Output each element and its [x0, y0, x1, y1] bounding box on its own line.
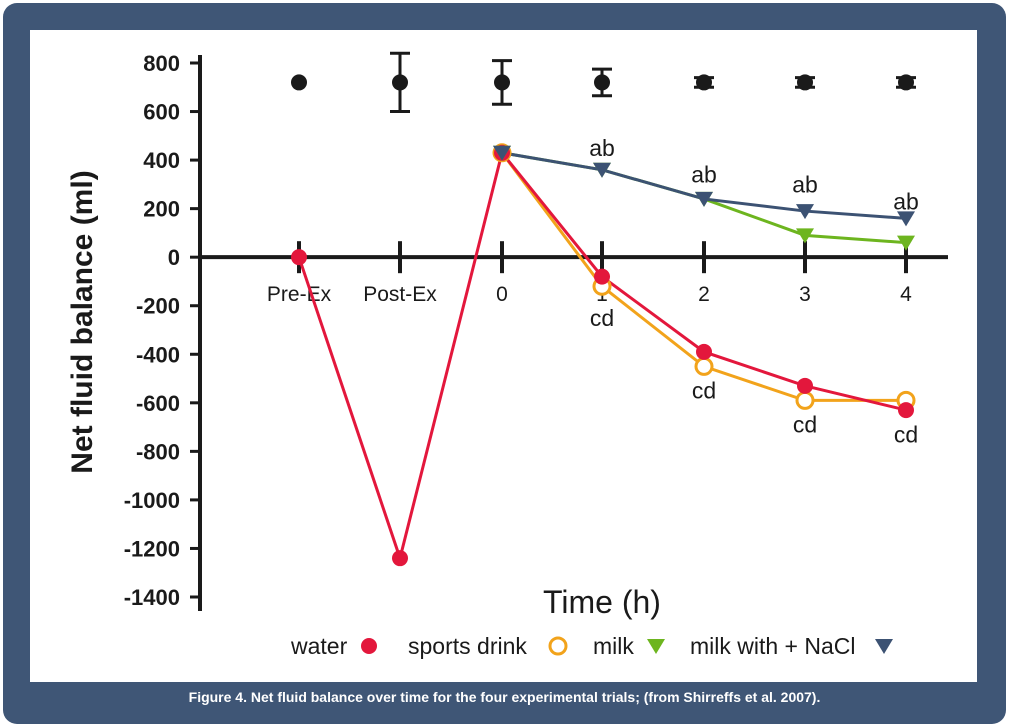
y-tick-label: 200: [143, 197, 180, 222]
reference-point: [494, 74, 510, 91]
data-point-milk: [796, 228, 814, 244]
annotation-label: ab: [893, 188, 919, 214]
data-point-milk-with-nacl: [695, 191, 713, 207]
data-point-water: [898, 402, 914, 419]
y-tick-label: -800: [136, 439, 180, 464]
x-tick-label: 0: [496, 283, 508, 306]
data-point-milk-with-nacl: [897, 211, 915, 227]
annotation-label: ab: [691, 162, 717, 188]
annotation-label: ab: [589, 135, 615, 161]
x-tick-label: Pre-Ex: [267, 283, 332, 306]
y-tick-label: -200: [136, 294, 180, 319]
y-axis-title: Net fluid balance (ml): [66, 170, 99, 473]
reference-point: [594, 74, 610, 91]
x-tick-label: Post-Ex: [363, 283, 437, 306]
y-tick-label: 0: [168, 245, 180, 270]
y-tick-label: 600: [143, 100, 180, 125]
reference-point: [696, 74, 712, 91]
legend-label: milk with + NaCl: [690, 633, 856, 659]
annotation-label: cd: [590, 305, 614, 331]
data-point-water: [392, 550, 408, 567]
x-tick-label: 3: [799, 283, 811, 306]
annotation-label: ab: [792, 171, 818, 197]
y-tick-label: -1000: [124, 488, 180, 513]
reference-point: [797, 74, 813, 91]
legend-marker: [361, 638, 377, 654]
y-tick-label: -600: [136, 391, 180, 416]
legend-marker: [647, 639, 665, 654]
reference-point: [898, 74, 914, 91]
legend-marker: [875, 639, 893, 654]
x-tick-label: 4: [900, 283, 912, 306]
annotation-label: cd: [692, 378, 716, 404]
y-tick-label: -1200: [124, 536, 180, 561]
legend-label: milk: [593, 633, 634, 659]
x-tick-label: 2: [698, 283, 710, 306]
y-tick-label: 400: [143, 148, 180, 173]
legend-marker: [548, 636, 568, 656]
data-point-water: [696, 343, 712, 360]
reference-point: [291, 74, 307, 91]
annotation-label: cd: [793, 412, 817, 438]
y-tick-label: 800: [143, 51, 180, 76]
data-point-water: [291, 249, 307, 266]
legend-label: sports drink: [408, 633, 527, 659]
chart-panel: [30, 30, 977, 682]
data-point-sports-drink: [795, 390, 815, 410]
reference-point: [392, 74, 408, 91]
y-tick-label: -400: [136, 342, 180, 367]
figure-caption: Figure 4. Net fluid balance over time fo…: [188, 689, 821, 705]
annotation-label: cd: [894, 421, 918, 447]
x-axis-title: Time (h): [543, 584, 661, 620]
data-point-sports-drink: [694, 356, 714, 376]
data-point-water: [594, 268, 610, 285]
data-point-milk-with-nacl: [796, 204, 814, 220]
legend-label: water: [290, 633, 348, 659]
y-tick-label: -1400: [124, 585, 180, 610]
series-line-water: [297, 149, 907, 564]
data-point-water: [797, 377, 813, 394]
data-point-milk-with-nacl: [593, 162, 611, 178]
data-point-milk: [897, 235, 915, 251]
data-point-milk-with-nacl: [493, 145, 511, 161]
